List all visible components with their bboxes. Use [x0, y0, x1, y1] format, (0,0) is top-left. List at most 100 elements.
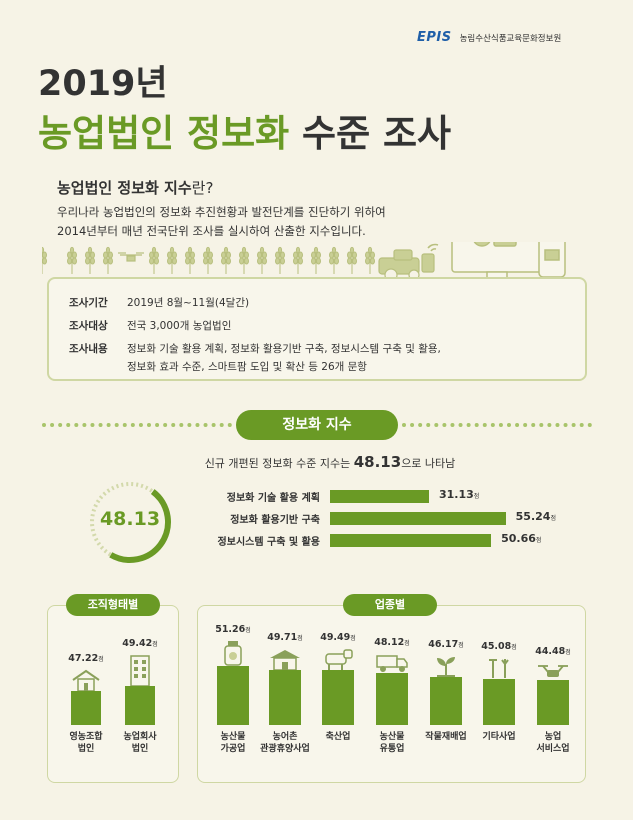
divider-left: [42, 423, 232, 427]
industry-bar: [217, 666, 249, 725]
survey-content-line-2: 정보화 효과 수준, 스마트팜 도입 및 확산 등 26개 문항: [127, 361, 367, 373]
index-bar-label: 정보시스템 구축 및 활용: [217, 537, 320, 548]
industry-label-line-1: 작물재배업: [425, 732, 467, 742]
cottage-icon: [268, 648, 302, 670]
industry-value: 48.12점: [374, 636, 410, 648]
logo: EPIS 농림수산식품교육문화정보원: [417, 30, 561, 45]
industry-bar: [430, 676, 462, 725]
survey-period-value: 2019년 8월~11월(4달간): [127, 297, 250, 309]
industry-label: 작물재배업: [414, 731, 478, 743]
definition-heading: 농업법인 정보화 지수란?: [57, 177, 213, 198]
index-bar: [330, 490, 429, 503]
organization-name: 농림수산식품교육문화정보원: [459, 33, 562, 44]
org-type-label-line-1: 영농조합: [69, 732, 103, 742]
survey-target-value: 전국 3,000개 농업법인: [127, 320, 232, 332]
industry-label-line-1: 농산물: [220, 732, 246, 742]
industry-label-line-1: 축산업: [325, 732, 351, 742]
epis-logo-mark: EPIS: [417, 30, 452, 45]
index-bar-label: 정보화 기술 활용 계획: [226, 493, 320, 504]
industry-value: 51.26점: [215, 624, 251, 636]
industry-label-line-1: 농어촌: [272, 732, 298, 742]
definition-description: 우리나라 농업법인의 정보화 추진현황과 발전단계를 진단하기 위하여 2014…: [57, 203, 437, 241]
industry-value-unit: 점: [245, 627, 251, 635]
definition-heading-suffix: 란?: [191, 179, 214, 197]
gauge-value: 48.13: [99, 508, 161, 530]
definition-line-2: 2014년부터 매년 전국단위 조사를 실시하여 산출한 지수입니다.: [57, 224, 366, 238]
industry-label-line-2: 서비스업: [536, 744, 570, 754]
industry-label-line-1: 농업: [544, 732, 562, 742]
org-type-pill: 조직형태별: [66, 594, 160, 616]
industry-value: 46.17점: [428, 638, 464, 650]
industry-label-line-2: 유통업: [379, 744, 405, 754]
org-type-label-line-1: 농업회사: [123, 732, 157, 742]
org-type-value-unit: 점: [152, 641, 158, 649]
index-bar-label: 정보화 활용기반 구축: [230, 515, 320, 526]
survey-content-value: 정보화 기술 활용 계획, 정보화 활용기반 구축, 정보시스템 구축 및 활용…: [127, 340, 441, 376]
index-bar-value-unit: 점: [473, 493, 480, 500]
building-icon: [129, 654, 151, 687]
org-type-value: 49.42점: [122, 638, 158, 650]
illustration-strip: [37, 211, 602, 282]
industry-value-unit: 점: [350, 635, 356, 643]
industry-bar: [322, 670, 354, 725]
index-bar-value-unit: 점: [535, 537, 542, 544]
page-title: 농업법인 정보화 수준 조사: [38, 103, 451, 157]
index-bar-value: 55.24점: [515, 510, 556, 523]
house-icon: [71, 669, 101, 691]
industry-value: 49.71점: [267, 631, 303, 643]
divider-right: [402, 423, 592, 427]
survey-period-row: 조사기간 2019년 8월~11월(4달간): [69, 294, 585, 312]
index-subtitle: 신규 개편된 정보화 수준 지수는 48.13으로 나타남: [180, 453, 480, 471]
index-subtitle-value: 48.13: [353, 453, 402, 471]
drone-icon: [536, 662, 570, 680]
index-section-pill: 정보화 지수: [236, 410, 398, 440]
index-bar: [330, 534, 492, 547]
index-bar-value-unit: 점: [550, 515, 556, 522]
survey-info-box: 조사기간 2019년 8월~11월(4달간) 조사대상 전국 3,000개 농업…: [47, 277, 587, 381]
index-bar: [330, 512, 506, 525]
industry-label-line-1: 농산물: [379, 732, 405, 742]
survey-target-row: 조사대상 전국 3,000개 농업법인: [69, 317, 585, 335]
industry-bar: [537, 680, 569, 725]
title-rest: 수준 조사: [289, 112, 452, 155]
industry-label: 기타사업: [467, 731, 531, 743]
survey-content-label: 조사내용: [69, 343, 108, 355]
industry-label: 축산업: [306, 731, 370, 743]
survey-content-row: 조사내용 정보화 기술 활용 계획, 정보화 활용기반 구축, 정보시스템 구축…: [69, 340, 585, 376]
truck-icon: [375, 653, 409, 673]
industry-label-line-2: 가공업: [220, 744, 246, 754]
title-year: 2019년: [38, 64, 168, 104]
index-subtitle-pre: 신규 개편된 정보화 수준 지수는: [204, 457, 354, 470]
org-type-bar: [71, 690, 101, 725]
tools-icon: [486, 657, 512, 679]
org-type-bar: [125, 686, 155, 725]
org-type-value: 47.22점: [68, 652, 104, 664]
survey-target-label: 조사대상: [69, 320, 108, 332]
gauge-arc: [89, 481, 171, 563]
index-gauge: [89, 481, 171, 563]
title-highlight: 농업법인 정보화: [38, 112, 290, 155]
definition-line-1: 우리나라 농업법인의 정보화 추진현황과 발전단계를 진단하기 위하여: [57, 205, 386, 219]
org-type-panel: [47, 605, 179, 783]
industry-value: 44.48점: [535, 646, 571, 658]
industry-bar: [269, 669, 301, 725]
org-type-label-line-2: 법인: [77, 744, 95, 754]
industry-value-unit: 점: [565, 649, 571, 657]
sprout-icon: [433, 655, 459, 677]
industry-label-line-2: 관광휴양사업: [260, 744, 310, 754]
industry-value-unit: 점: [404, 639, 410, 647]
jar-icon: [222, 640, 244, 667]
org-type-value-unit: 점: [98, 655, 104, 663]
industry-value-unit: 점: [511, 643, 517, 651]
survey-period-label: 조사기간: [69, 297, 108, 309]
industry-pill: 업종별: [343, 594, 437, 616]
org-type-label-line-2: 법인: [131, 744, 149, 754]
industry-value: 49.49점: [320, 632, 356, 644]
wheat-row-icon: [37, 211, 566, 282]
